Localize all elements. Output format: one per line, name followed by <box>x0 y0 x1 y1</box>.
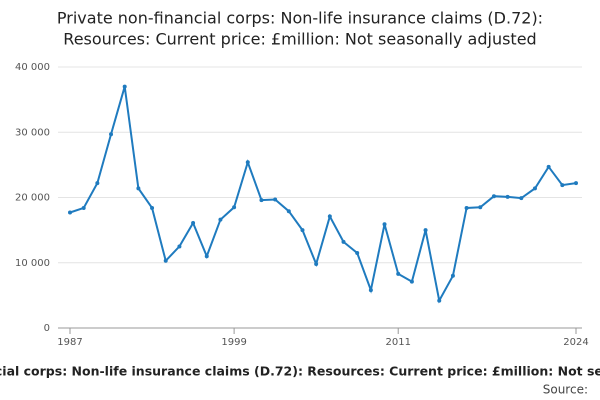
point <box>382 222 387 227</box>
point <box>437 298 442 303</box>
point <box>396 271 401 276</box>
point <box>245 160 250 165</box>
y-tick-label: 20 000 <box>15 193 50 204</box>
point <box>300 228 305 233</box>
point <box>423 228 428 233</box>
y-tick-label: 40 000 <box>15 62 50 73</box>
line <box>69 86 577 304</box>
x-tick-label: 1999 <box>221 337 246 348</box>
point <box>341 239 346 244</box>
x-tick-label: 2011 <box>385 337 410 348</box>
x-tick-label: 1987 <box>57 337 82 348</box>
point <box>519 196 524 201</box>
point <box>150 205 155 210</box>
source: Source: <box>543 383 588 397</box>
point <box>68 210 72 215</box>
point <box>327 214 332 219</box>
point <box>464 205 469 210</box>
point <box>232 205 237 210</box>
point <box>409 279 414 284</box>
point <box>355 250 360 255</box>
point <box>259 198 264 203</box>
point <box>286 209 291 214</box>
point <box>314 262 319 267</box>
point <box>191 220 196 225</box>
chart-title: Resources: Current price: £million: Not … <box>63 30 536 49</box>
point <box>136 186 141 191</box>
point <box>204 254 209 259</box>
point <box>574 181 578 186</box>
point <box>273 197 278 202</box>
point <box>450 273 455 278</box>
point <box>122 84 127 89</box>
point <box>505 194 510 199</box>
x-tick-label: 2024 <box>563 337 588 348</box>
point <box>491 194 496 199</box>
point <box>95 181 100 186</box>
caption: Private non-financial corps: Non-life in… <box>0 364 600 379</box>
y-tick-label: 10 000 <box>15 258 50 269</box>
point <box>109 132 114 137</box>
point <box>478 205 483 210</box>
point <box>177 244 182 249</box>
point <box>532 186 537 191</box>
point <box>81 205 86 210</box>
chart-title: Private non-financial corps: Non-life in… <box>57 9 543 28</box>
point <box>560 183 565 188</box>
point <box>163 258 168 263</box>
point <box>368 288 373 293</box>
y-tick-label: 0 <box>44 323 50 334</box>
y-tick-label: 30 000 <box>15 127 50 138</box>
point <box>218 217 223 222</box>
point <box>546 164 551 169</box>
